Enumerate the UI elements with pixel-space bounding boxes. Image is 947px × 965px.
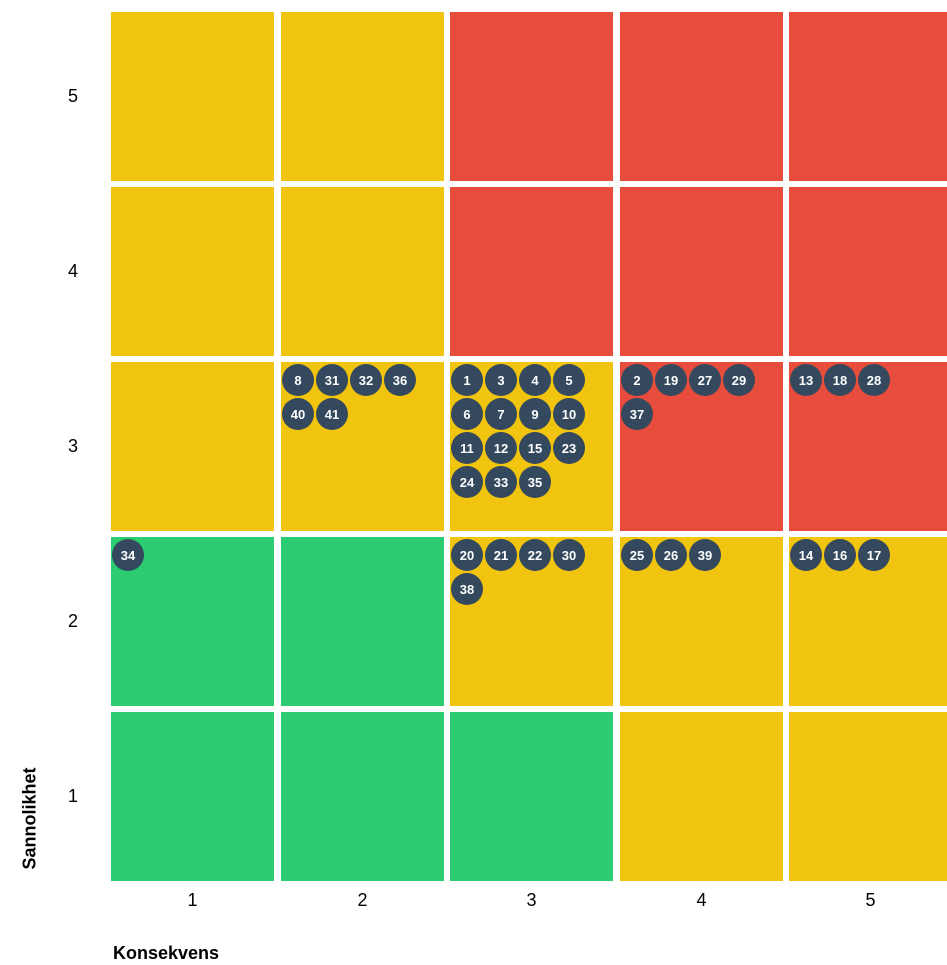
risk-marker-38[interactable]: 38 [451, 573, 483, 605]
risk-group: 2 19 27 29 37 [621, 364, 783, 430]
risk-marker-30[interactable]: 30 [553, 539, 585, 571]
risk-marker-26[interactable]: 26 [655, 539, 687, 571]
risk-marker-36[interactable]: 36 [384, 364, 416, 396]
risk-marker-1[interactable]: 1 [451, 364, 483, 396]
x-tick-label: 3 [526, 890, 537, 910]
risk-group: 8 31 32 36 40 41 [282, 364, 444, 430]
risk-marker-39[interactable]: 39 [689, 539, 721, 571]
x-tick-label: 5 [865, 890, 876, 910]
y-tick-label: 5 [67, 85, 78, 106]
risk-marker-24[interactable]: 24 [451, 466, 483, 498]
cell-l1-c4 [620, 712, 783, 881]
risk-marker-29[interactable]: 29 [723, 364, 755, 396]
cell-l3-c5: 13 18 28 [789, 362, 947, 531]
cell-l3-c4: 2 19 27 29 37 [620, 362, 783, 531]
risk-marker-35[interactable]: 35 [519, 466, 551, 498]
risk-marker-18[interactable]: 18 [824, 364, 856, 396]
risk-marker-4[interactable]: 4 [519, 364, 551, 396]
cell-l4-c4 [620, 187, 783, 356]
risk-group: 13 18 28 [790, 364, 947, 396]
risk-marker-6[interactable]: 6 [451, 398, 483, 430]
x-tick-label: 4 [696, 890, 707, 910]
risk-marker-21[interactable]: 21 [485, 539, 517, 571]
risk-marker-28[interactable]: 28 [858, 364, 890, 396]
risk-marker-27[interactable]: 27 [689, 364, 721, 396]
risk-marker-13[interactable]: 13 [790, 364, 822, 396]
cell-l5-c2 [281, 12, 444, 181]
risk-marker-17[interactable]: 17 [858, 539, 890, 571]
risk-marker-37[interactable]: 37 [621, 398, 653, 430]
cell-l3-c1 [111, 362, 274, 531]
risk-marker-33[interactable]: 33 [485, 466, 517, 498]
cell-l5-c1 [111, 12, 274, 181]
y-tick-label: 1 [67, 785, 78, 806]
risk-marker-5[interactable]: 5 [553, 364, 585, 396]
cell-l4-c1 [111, 187, 274, 356]
risk-marker-32[interactable]: 32 [350, 364, 382, 396]
risk-marker-11[interactable]: 11 [451, 432, 483, 464]
cell-l2-c2 [281, 537, 444, 706]
risk-marker-25[interactable]: 25 [621, 539, 653, 571]
cell-l5-c5 [789, 12, 947, 181]
risk-marker-10[interactable]: 10 [553, 398, 585, 430]
risk-marker-34[interactable]: 34 [112, 539, 144, 571]
cell-l3-c3: 1 3 4 5 6 7 9 10 11 12 15 23 24 33 35 [450, 362, 613, 531]
risk-marker-31[interactable]: 31 [316, 364, 348, 396]
risk-group: 20 21 22 30 38 [451, 539, 613, 605]
cell-l4-c5 [789, 187, 947, 356]
risk-marker-7[interactable]: 7 [485, 398, 517, 430]
cell-l5-c4 [620, 12, 783, 181]
risk-marker-20[interactable]: 20 [451, 539, 483, 571]
y-axis-label: Sannolikhet [19, 767, 40, 870]
risk-marker-19[interactable]: 19 [655, 364, 687, 396]
x-tick-label: 1 [187, 890, 198, 910]
risk-group: 34 [112, 539, 274, 571]
cell-l5-c3 [450, 12, 613, 181]
cell-l2-c5: 14 16 17 [789, 537, 947, 706]
x-tick-label: 2 [357, 890, 368, 910]
cell-l3-c2: 8 31 32 36 40 41 [281, 362, 444, 531]
risk-marker-9[interactable]: 9 [519, 398, 551, 430]
y-tick-label: 2 [67, 610, 78, 631]
risk-marker-3[interactable]: 3 [485, 364, 517, 396]
cell-l2-c1: 34 [111, 537, 274, 706]
risk-marker-8[interactable]: 8 [282, 364, 314, 396]
risk-group: 14 16 17 [790, 539, 947, 571]
cell-l2-c3: 20 21 22 30 38 [450, 537, 613, 706]
risk-marker-41[interactable]: 41 [316, 398, 348, 430]
cell-l4-c2 [281, 187, 444, 356]
risk-marker-16[interactable]: 16 [824, 539, 856, 571]
y-tick-label: 3 [67, 435, 78, 456]
risk-group: 25 26 39 [621, 539, 783, 571]
risk-marker-22[interactable]: 22 [519, 539, 551, 571]
risk-marker-2[interactable]: 2 [621, 364, 653, 396]
cell-l1-c3 [450, 712, 613, 881]
risk-marker-14[interactable]: 14 [790, 539, 822, 571]
cell-l2-c4: 25 26 39 [620, 537, 783, 706]
risk-marker-15[interactable]: 15 [519, 432, 551, 464]
cell-l4-c3 [450, 187, 613, 356]
risk-marker-12[interactable]: 12 [485, 432, 517, 464]
cell-l1-c1 [111, 712, 274, 881]
cell-l1-c2 [281, 712, 444, 881]
y-tick-label: 4 [67, 260, 78, 281]
risk-marker-40[interactable]: 40 [282, 398, 314, 430]
x-axis-label: Konsekvens [113, 943, 220, 963]
risk-marker-23[interactable]: 23 [553, 432, 585, 464]
risk-group: 1 3 4 5 6 7 9 10 11 12 15 23 24 33 35 [451, 364, 613, 498]
cell-l1-c5 [789, 712, 947, 881]
